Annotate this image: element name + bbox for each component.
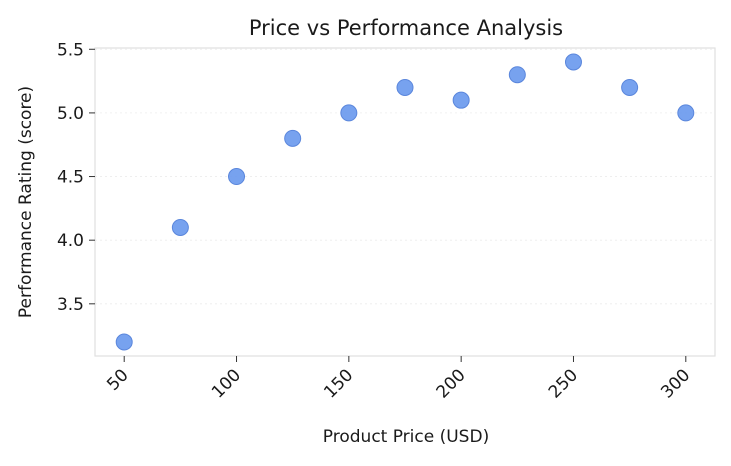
plot-area-frame bbox=[94, 47, 716, 357]
y-tick-label: 5.5 bbox=[57, 40, 84, 60]
y-tick-label: 4.5 bbox=[57, 168, 84, 188]
scatter-point bbox=[677, 104, 695, 122]
y-tick-label: 3.5 bbox=[57, 295, 84, 315]
x-axis-label: Product Price (USD) bbox=[323, 427, 489, 447]
scatter-point bbox=[228, 168, 246, 186]
scatter-point bbox=[621, 78, 639, 96]
scatter-point bbox=[171, 218, 189, 236]
y-tick-label: 5.0 bbox=[57, 104, 84, 124]
y-axis-ticks: 3.5 4.0 4.5 5.0 5.5 bbox=[57, 40, 95, 315]
scatter-point bbox=[508, 66, 526, 84]
scatter-point bbox=[564, 53, 582, 71]
y-tick-label: 4.0 bbox=[57, 231, 84, 251]
scatter-point bbox=[396, 78, 414, 96]
scatter-point bbox=[340, 104, 358, 122]
grid-lines bbox=[95, 48, 715, 305]
y-axis-label: Performance Rating (score) bbox=[16, 86, 36, 318]
chart-title: Price vs Performance Analysis bbox=[249, 16, 563, 40]
scatter-points bbox=[115, 53, 695, 351]
scatter-point bbox=[115, 333, 133, 351]
scatter-point bbox=[452, 91, 470, 109]
scatter-point bbox=[284, 129, 302, 147]
